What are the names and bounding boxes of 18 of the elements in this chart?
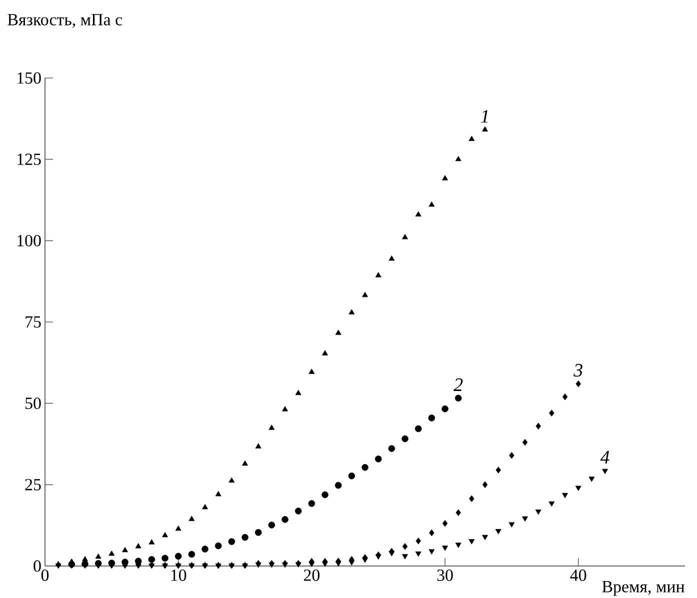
x-tick-label: 20	[304, 570, 320, 581]
y-tick-label: 100	[18, 234, 41, 246]
y-tick-label: 150	[18, 72, 41, 84]
y-tick-label: 0	[34, 560, 41, 572]
series-label: 3	[574, 364, 582, 377]
y-tick-label: 125	[18, 154, 41, 166]
x-axis-title: Время, мин	[602, 581, 684, 596]
y-tick-label: 25	[25, 478, 41, 490]
y-axis-title: Вязкость, мПа с	[8, 14, 122, 28]
series-label: 4	[600, 451, 610, 464]
x-tick-label: 30	[437, 570, 453, 581]
x-tick-label: 10	[171, 570, 186, 581]
y-tick-label: 75	[26, 316, 41, 328]
series-label: 2	[454, 378, 463, 391]
x-tick-label: 0	[41, 570, 49, 581]
y-tick-label: 50	[26, 398, 41, 410]
series-label: 1	[480, 110, 488, 123]
x-tick-label: 40	[570, 570, 586, 581]
